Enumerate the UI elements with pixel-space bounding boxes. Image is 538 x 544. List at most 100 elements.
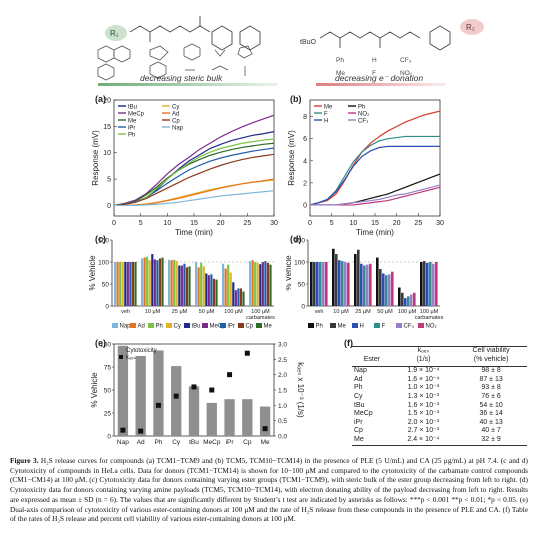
cell-viability: 54 ± 10 (479, 401, 503, 409)
cell-viability: 40 ± 7 (481, 427, 501, 435)
x-axis-label: Time (min) (356, 228, 394, 237)
th-kobs: kₒₑₛ (1/s) (392, 347, 455, 365)
bar-cytotoxicity (153, 350, 164, 436)
group-label: 10 μM (145, 309, 161, 315)
bar-cytotoxicity (188, 386, 200, 436)
legend-swatch (184, 323, 190, 328)
y-axis-label: % Vehicle (88, 255, 97, 291)
y-tick-label: 100 (294, 260, 305, 267)
bar-NO₂ (391, 271, 394, 306)
bar-CF₃ (322, 262, 325, 306)
steric-substituent-sketches (97, 43, 253, 81)
x-tick-label: 30 (270, 220, 278, 227)
x-tick-label: 30 (436, 220, 444, 227)
bar-Me (423, 261, 426, 306)
y2-tick-label: 3.0 (278, 342, 287, 349)
y-tick-label: 0 (301, 304, 305, 311)
right-tbu-label: tBuO (300, 39, 317, 46)
bar-iPr (129, 262, 132, 306)
series-line-Cp (113, 153, 275, 207)
marker-kobs (262, 426, 268, 432)
y-tick-label: 2 (303, 180, 307, 187)
bar-Nap (249, 261, 252, 306)
y-tick-label: 6 (303, 136, 307, 143)
bar-Ph (398, 287, 401, 306)
bar-H (338, 260, 341, 306)
bar-F (319, 262, 322, 306)
group-label-sub: carbamates (246, 315, 275, 321)
bar-Me (215, 279, 218, 306)
bar-Ph (146, 256, 149, 306)
bar-MeCp (180, 265, 183, 306)
bar-Ad (116, 262, 119, 306)
panel-label-f: (f) (344, 338, 353, 348)
left-r-highlight (105, 25, 127, 41)
legend-label: Nap (172, 125, 184, 131)
bar-F (363, 265, 366, 306)
cell-kobs: 1.0 × 10⁻³ (407, 384, 440, 392)
bar-tBu (259, 264, 262, 306)
y-tick-label: 5 (107, 177, 111, 184)
electronic-gradient-bar (316, 83, 446, 86)
bar-cytotoxicity (171, 366, 182, 436)
cell-viability: 32 ± 9 (481, 435, 501, 443)
cell-viability: 76 ± 6 (481, 392, 501, 400)
chart-d: 0 50 100 150 % Vehicle veh 10 μM 25 μM 50 μM 100 … (286, 238, 444, 330)
category-label: Nap (117, 439, 129, 446)
group-label: 100 μM (420, 309, 439, 315)
bar-Ad (170, 260, 173, 306)
legend-label: Ph (128, 132, 135, 138)
x-tick-label: 15 (371, 220, 379, 227)
bar-iPr (183, 263, 186, 306)
cell-viability: 98 ± 8 (481, 367, 501, 375)
legend-label: MeCp (210, 324, 227, 330)
bar-tBu (124, 262, 127, 306)
table-row: Me 2.4 × 10⁻⁴ 32 ± 9 (352, 435, 527, 446)
cell-viability: 93 ± 8 (481, 384, 501, 392)
bar-cytotoxicity (135, 355, 146, 436)
legend-swatch (166, 323, 172, 328)
bar-CF₃ (344, 262, 347, 306)
bar-Me (134, 262, 137, 306)
bar-CF₃ (432, 263, 435, 306)
bar-Me (401, 292, 404, 306)
bar-Cy (121, 262, 124, 306)
legend-label: Cp (246, 324, 254, 330)
panel-label-b: (b) (290, 94, 302, 104)
y-tick-label: 0 (303, 202, 307, 209)
legend-label: H (324, 118, 328, 124)
bar-Nap (222, 263, 225, 306)
legend-swatch (374, 323, 380, 328)
bar-iPr (264, 261, 267, 306)
legend-label: Ph (358, 104, 365, 110)
legend-label: F (324, 111, 328, 117)
bar-F (429, 262, 432, 306)
legend-label: iPr (128, 125, 135, 131)
y-tick-label: 75 (104, 365, 112, 372)
legend-label: NO₂ (426, 324, 438, 330)
y-tick-label: 50 (102, 282, 110, 289)
subst-h: H (372, 57, 377, 64)
cell-kobs: 1.5 × 10⁻³ (407, 410, 440, 418)
x-tick-label: 20 (217, 220, 225, 227)
legend-label: CF₃ (358, 118, 369, 124)
cell-kobs: 2.4 × 10⁻⁴ (407, 435, 440, 443)
bar-cytotoxicity (206, 402, 217, 436)
chart-a: 0 5 10 15 20 25 30 0 5 10 15 20 Time (min) Response (… (91, 98, 278, 238)
series-line-Nap (114, 190, 275, 207)
y-tick-label: 15 (103, 124, 111, 131)
y2-tick-label: 2.5 (278, 357, 287, 364)
legend-label: Ad (138, 324, 145, 330)
th-viability-unit: (% vehicle) (473, 355, 509, 363)
bar-NO₂ (413, 292, 416, 306)
group-label-sub: carbamates (415, 315, 444, 321)
cell-ester: tBu (354, 401, 365, 409)
y2-axis-label: kₒₑₛ x 10⁻³ (1/s) (296, 362, 305, 418)
x-tick-label: 15 (190, 220, 198, 227)
bar-Nap (195, 262, 198, 306)
cell-ester: iPr (354, 418, 363, 426)
legend-label: MeCp (128, 111, 145, 117)
marker-kobs (173, 393, 179, 399)
marker-kobs (191, 384, 197, 390)
y-tick-label: 150 (294, 238, 305, 245)
